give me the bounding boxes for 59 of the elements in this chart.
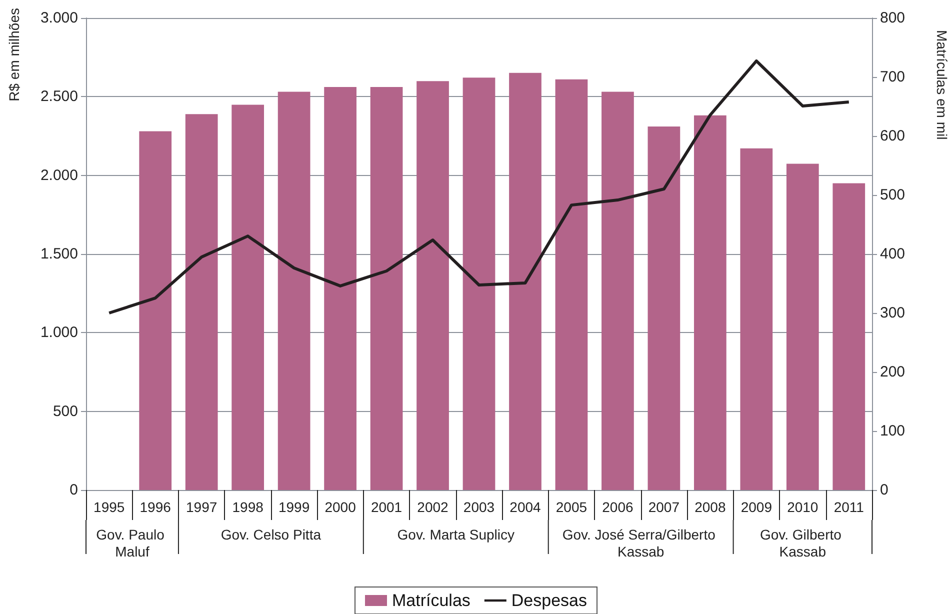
x-tick-label: 2002 (417, 499, 449, 515)
x-tick-label: 2005 (556, 499, 588, 515)
bar (416, 81, 449, 490)
x-tick-label: 2004 (510, 499, 542, 515)
text: Gov. Celso Pitta (220, 526, 322, 542)
y2-tick-label: 500 (880, 186, 906, 204)
bar (370, 87, 403, 490)
x-tick-label: 1995 (94, 499, 125, 515)
y-tick-label: 1.000 (40, 324, 78, 342)
y2-tick-label: 200 (880, 364, 906, 380)
y-axis-title: R$ em milhões (6, 8, 22, 102)
bar (602, 92, 634, 490)
y-tick-label: 0 (70, 482, 78, 498)
y-tick-label: 500 (52, 402, 78, 420)
bar (324, 87, 356, 490)
bar (648, 126, 680, 490)
bar (694, 115, 726, 490)
y2-tick-label: 400 (880, 246, 906, 262)
x-tick-label: 2001 (370, 499, 402, 515)
y2-axis-title: Matrículas em mil (934, 30, 950, 140)
legend-label: Despesas (511, 591, 588, 610)
y2-tick-label: 100 (880, 422, 906, 440)
bar (185, 114, 218, 490)
y2-tick-label: 300 (880, 304, 906, 322)
y-tick-label: 2.500 (40, 88, 78, 106)
bar (139, 131, 172, 490)
y2-tick-label: 600 (880, 128, 906, 144)
text: Gov. Gilberto Kassab (760, 526, 846, 560)
x-tick-label: 2009 (740, 499, 772, 515)
line-series (108, 59, 850, 314)
text: Gov. Paulo Maluf (96, 526, 168, 560)
x-tick-label: 2007 (648, 499, 680, 515)
bar (740, 148, 773, 490)
y-tick-label: 2.000 (40, 166, 78, 184)
y2-tick-label: 800 (880, 10, 906, 26)
x-tick-label: 2011 (834, 499, 864, 515)
y2-tick-label: 0 (880, 482, 888, 498)
y-tick-label: 3.000 (40, 10, 78, 26)
bar (462, 78, 496, 490)
bar (232, 104, 264, 490)
x-tick-label: 1996 (140, 499, 172, 515)
text: Gov. Marta Suplicy (397, 526, 514, 542)
x-tick-label: 2010 (787, 499, 818, 515)
x-tick-label: 1998 (232, 499, 264, 515)
text: Gov. José Serra/Gilberto Kassab (562, 526, 720, 560)
bar (786, 164, 819, 490)
bar (278, 92, 310, 490)
x-tick-label: 2006 (602, 499, 634, 515)
y2-tick-label: 700 (880, 68, 906, 86)
bar (832, 183, 866, 490)
x-tick-label: 1997 (186, 499, 218, 515)
bar (555, 79, 588, 490)
legend-label: Matrículas (392, 591, 470, 610)
x-tick-label: 2000 (324, 499, 356, 515)
y-tick-label: 1.500 (40, 246, 78, 262)
x-tick-label: 2003 (463, 499, 495, 515)
x-tick-label: 1999 (278, 499, 310, 515)
x-tick-label: 2008 (694, 499, 726, 515)
bar (509, 72, 542, 490)
